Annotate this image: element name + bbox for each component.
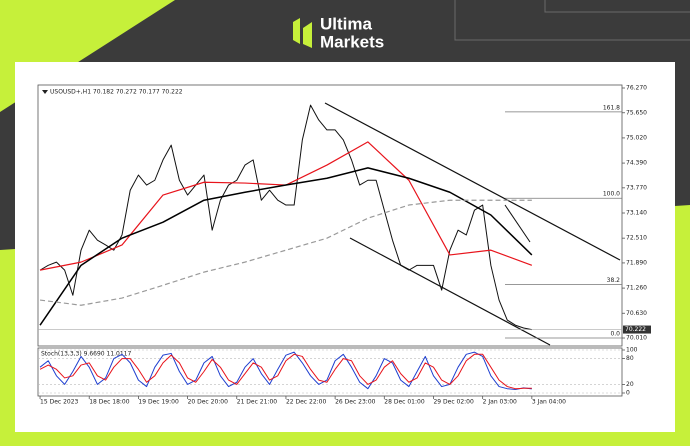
series-line bbox=[39, 104, 532, 331]
trend-line bbox=[324, 102, 621, 261]
menu-arrow bbox=[42, 90, 48, 94]
logo-mark bbox=[293, 18, 300, 44]
y-tick-label: 20 bbox=[626, 381, 634, 388]
y-tick-label: 80 bbox=[626, 355, 634, 362]
y-tick-label: 70.010 bbox=[626, 335, 647, 342]
deco-line bbox=[544, 0, 690, 13]
brand-line1: Ultima bbox=[320, 14, 373, 33]
y-tick-label: 72.510 bbox=[626, 235, 647, 242]
logo-mark bbox=[303, 22, 312, 48]
x-tick-label: 22 Dec 22:00 bbox=[286, 399, 327, 406]
trend-line bbox=[349, 237, 551, 346]
y-tick-label: 100 bbox=[626, 347, 638, 354]
x-tick-label: 28 Dec 01:00 bbox=[384, 399, 425, 406]
series-line bbox=[39, 167, 533, 326]
y-tick-label: 71.260 bbox=[626, 285, 647, 292]
x-tick-label: 26 Dec 23:00 bbox=[335, 399, 376, 406]
series-line bbox=[39, 199, 532, 306]
fib-label: 38.2 bbox=[607, 277, 621, 284]
fib-label: 161.8 bbox=[603, 104, 620, 111]
y-tick-label: 76.270 bbox=[626, 84, 647, 91]
x-tick-label: 2 Jan 03:00 bbox=[483, 399, 517, 406]
x-tick-label: 15 Dec 2023 bbox=[40, 399, 79, 406]
main-title: USOUSD+,H1 70.182 70.272 70.177 70.222 bbox=[50, 89, 183, 96]
y-tick-label: 75.020 bbox=[626, 134, 647, 141]
y-tick-label: 70.630 bbox=[626, 310, 647, 317]
y-tick-label: 71.890 bbox=[626, 259, 647, 266]
main-plot-frame bbox=[37, 84, 623, 347]
y-tick-label: 74.390 bbox=[626, 160, 647, 167]
brand-line2: Markets bbox=[320, 32, 384, 51]
x-tick-label: 3 Jan 04:00 bbox=[532, 399, 566, 406]
last-price-box bbox=[623, 325, 651, 334]
fib-label: 100.0 bbox=[603, 191, 620, 198]
x-tick-label: 19 Dec 19:00 bbox=[138, 399, 179, 406]
x-tick-label: 21 Dec 21:00 bbox=[237, 399, 278, 406]
series-line bbox=[39, 353, 532, 390]
y-tick-label: 73.140 bbox=[626, 210, 647, 217]
stoch-title: Stoch(13,3,3) 9.6690 11.0117 bbox=[41, 351, 132, 358]
y-tick-label: 75.650 bbox=[626, 109, 647, 116]
deco-line bbox=[454, 0, 690, 41]
fib-label: 0.0 bbox=[610, 331, 620, 338]
logo: Ultima Markets bbox=[293, 14, 384, 51]
y-tick-label: 0 bbox=[626, 390, 630, 397]
y-tick-label: 73.770 bbox=[626, 184, 647, 191]
x-tick-label: 18 Dec 18:00 bbox=[89, 399, 130, 406]
trend-line bbox=[504, 204, 531, 243]
last-price-label: 70.222 bbox=[625, 326, 646, 333]
x-tick-label: 29 Dec 02:00 bbox=[433, 399, 474, 406]
x-tick-label: 20 Dec 20:00 bbox=[188, 399, 229, 406]
